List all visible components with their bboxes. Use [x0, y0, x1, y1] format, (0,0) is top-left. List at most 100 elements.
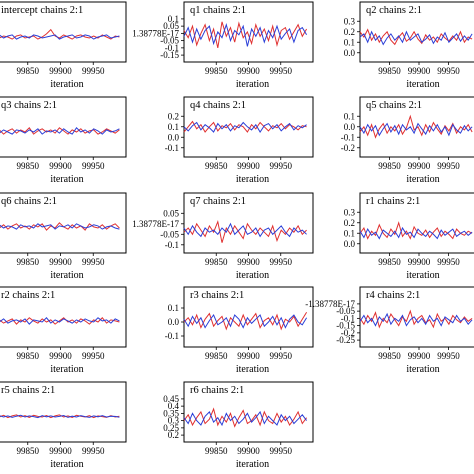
y-tick-label: -0.1: [341, 313, 355, 323]
y-tick-label: -0.25: [336, 335, 355, 345]
chain-1-trace: [359, 114, 473, 139]
chain-1-trace: [359, 28, 473, 46]
y-tick-label: -0.1: [165, 240, 179, 250]
x-tick-label: 99850: [17, 446, 40, 456]
chain-2-trace: [0, 223, 120, 230]
panel-title: r5 chains 2:1: [1, 385, 55, 396]
panel-title: r6 chains 2:1: [190, 385, 244, 396]
y-tick-label: -0.2: [341, 143, 355, 153]
panel-title: intercept chains 2:1: [1, 5, 83, 16]
x-tick-label: 99850: [17, 161, 40, 171]
y-tick-label: 0.1: [168, 14, 179, 24]
x-tick-label: 99950: [437, 66, 460, 76]
x-axis-label: iteration: [50, 459, 83, 470]
y-tick-label: 0.2: [344, 27, 355, 37]
y-tick-label: 0.1: [168, 122, 179, 132]
x-axis-label: iteration: [236, 364, 269, 375]
x-axis-label: iteration: [50, 79, 83, 90]
y-tick-label: 0.1: [344, 228, 355, 238]
y-tick-label: 0.25: [163, 423, 179, 433]
x-tick-label: 99850: [378, 66, 401, 76]
x-tick-label: 99850: [205, 446, 228, 456]
chain-1-trace: [183, 311, 308, 331]
x-axis-label: iteration: [236, 459, 269, 470]
y-tick-label: 1.38778E-17: [132, 219, 179, 229]
panel-title: q3 chains 2:1: [1, 100, 57, 111]
x-tick-label: 99900: [408, 351, 431, 361]
x-tick-label: 99950: [270, 257, 293, 267]
panel-title: q6 chains 2:1: [1, 196, 57, 207]
trace-panel: r1 chains 2:1 99850 99900 99950 iteration 0.3…: [344, 192, 474, 281]
y-tick-label: 0.3: [344, 16, 356, 26]
chain-2-trace: [0, 127, 120, 135]
x-tick-label: 99950: [82, 161, 105, 171]
y-tick-label: 0.2: [168, 111, 179, 121]
chain-2-trace: [359, 30, 473, 46]
chain-2-trace: [359, 226, 473, 240]
y-tick-label: 0.4: [168, 401, 180, 411]
chain-1-trace: [0, 317, 120, 325]
chain-2-trace: [359, 312, 473, 327]
y-tick-label: 0.0: [344, 48, 356, 58]
y-tick-label: 0.0: [344, 122, 356, 132]
x-tick-label: 99900: [237, 446, 260, 456]
chain-1-trace: [359, 221, 473, 240]
chain-2-trace: [183, 121, 307, 133]
trace-panel: r5 chains 2:1 99850 99900 99950 iteration: [0, 381, 127, 470]
x-tick-label: 99850: [17, 257, 40, 267]
x-tick-label: 99900: [237, 351, 260, 361]
y-tick-label: 0.05: [163, 21, 179, 31]
y-tick-label: -0.15: [336, 321, 355, 331]
chain-2-trace: [0, 414, 120, 419]
x-tick-label: 99950: [437, 161, 460, 171]
x-tick-label: 99950: [270, 351, 293, 361]
trace-panel: q5 chains 2:1 99850 99900 99950 iteration 0.1…: [341, 96, 474, 185]
panel-title: r3 chains 2:1: [190, 290, 244, 301]
x-tick-label: 99950: [270, 66, 293, 76]
y-tick-label: -0.15: [160, 50, 179, 60]
x-tick-label: 99950: [82, 66, 105, 76]
y-tick-label: -0.1: [165, 331, 179, 341]
x-tick-label: 99850: [378, 257, 401, 267]
chain-1-trace: [183, 219, 307, 243]
x-axis-label: iteration: [236, 79, 269, 90]
panel-title: q7 chains 2:1: [190, 196, 246, 207]
panel-title: r2 chains 2:1: [1, 290, 55, 301]
y-tick-label: -0.1: [165, 143, 179, 153]
panel-title: q5 chains 2:1: [366, 100, 422, 111]
x-axis-label: iteration: [406, 364, 439, 375]
x-tick-label: 99950: [270, 161, 293, 171]
y-tick-label: 0.45: [163, 394, 179, 404]
y-tick-label: 0.3: [168, 416, 180, 426]
chain-2-trace: [183, 410, 308, 427]
chain-1-trace: [183, 120, 307, 133]
x-tick-label: 99850: [205, 66, 228, 76]
chain-1-trace: [0, 414, 120, 419]
trace-panel: r2 chains 2:1 99850 99900 99950 iteration: [0, 286, 127, 375]
y-tick-label: 0.05: [163, 208, 179, 218]
y-tick-label: -0.05: [160, 229, 179, 239]
x-tick-label: 99950: [82, 351, 105, 361]
chain-1-trace: [0, 127, 120, 135]
x-axis-label: iteration: [236, 174, 269, 185]
chain-2-trace: [183, 314, 308, 329]
chain-1-trace: [359, 309, 473, 329]
trace-panel: q3 chains 2:1 99850 99900 99950 iteration: [0, 96, 127, 185]
y-tick-label: -0.2: [341, 328, 355, 338]
y-tick-label: 0.0: [168, 317, 180, 327]
x-tick-label: 99900: [49, 66, 72, 76]
panel-title: q4 chains 2:1: [190, 100, 246, 111]
chain-2-trace: [0, 34, 120, 40]
y-tick-label: 0.1: [344, 37, 355, 47]
y-tick-label: 0.2: [168, 430, 179, 440]
x-tick-label: 99900: [408, 66, 431, 76]
trace-panel: q6 chains 2:1 99850 99900 99950 iteration: [0, 192, 127, 281]
x-tick-label: 99900: [237, 257, 260, 267]
chain-2-trace: [183, 222, 307, 238]
x-tick-label: 99850: [17, 66, 40, 76]
x-tick-label: 99950: [82, 257, 105, 267]
